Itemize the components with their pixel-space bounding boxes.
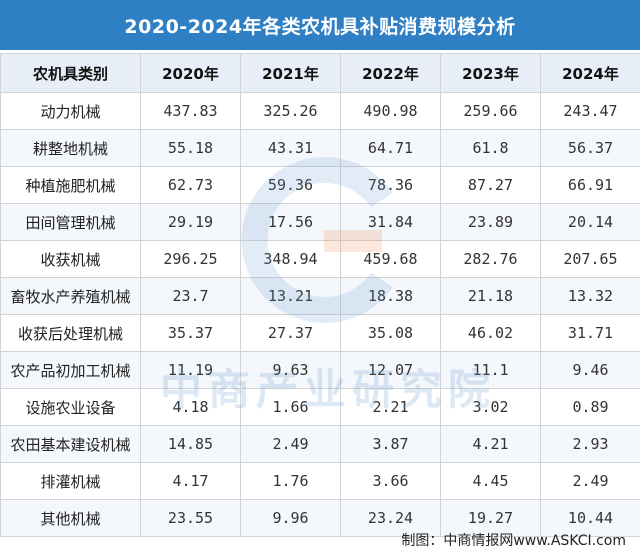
column-header-2023: 2023年 — [440, 53, 541, 93]
table-cell: 4.17 — [140, 462, 241, 500]
table-cell: 259.66 — [440, 92, 541, 130]
row-category: 设施农业设备 — [0, 388, 141, 426]
table-cell: 11.19 — [140, 351, 241, 389]
table-cell: 18.38 — [340, 277, 441, 315]
table-cell: 490.98 — [340, 92, 441, 130]
row-category: 动力机械 — [0, 92, 141, 130]
table-cell: 243.47 — [540, 92, 640, 130]
table-cell: 3.02 — [440, 388, 541, 426]
table-cell: 207.65 — [540, 240, 640, 278]
table-cell: 13.32 — [540, 277, 640, 315]
table-cell: 348.94 — [240, 240, 341, 278]
table-cell: 46.02 — [440, 314, 541, 352]
column-header-2022: 2022年 — [340, 53, 441, 93]
table-cell: 1.66 — [240, 388, 341, 426]
table-cell: 19.27 — [440, 499, 541, 537]
table-cell: 282.76 — [440, 240, 541, 278]
table-cell: 1.76 — [240, 462, 341, 500]
table-cell: 10.44 — [540, 499, 640, 537]
table-cell: 23.89 — [440, 203, 541, 241]
table-cell: 11.1 — [440, 351, 541, 389]
table-cell: 64.71 — [340, 129, 441, 167]
table-cell: 3.87 — [340, 425, 441, 463]
table-cell: 61.8 — [440, 129, 541, 167]
row-category: 畜牧水产养殖机械 — [0, 277, 141, 315]
table-row: 耕整地机械 55.18 43.31 64.71 61.8 56.37 — [0, 129, 640, 167]
row-category: 收获机械 — [0, 240, 141, 278]
table-row: 收获机械 296.25 348.94 459.68 282.76 207.65 — [0, 240, 640, 278]
table-cell: 459.68 — [340, 240, 441, 278]
table-cell: 4.45 — [440, 462, 541, 500]
table-row: 收获后处理机械 35.37 27.37 35.08 46.02 31.71 — [0, 314, 640, 352]
table-row: 农产品初加工机械 11.19 9.63 12.07 11.1 9.46 — [0, 351, 640, 389]
table-cell: 87.27 — [440, 166, 541, 204]
table-cell: 29.19 — [140, 203, 241, 241]
table-cell: 2.93 — [540, 425, 640, 463]
table-cell: 21.18 — [440, 277, 541, 315]
table-cell: 78.36 — [340, 166, 441, 204]
table-cell: 2.49 — [240, 425, 341, 463]
row-category: 排灌机械 — [0, 462, 141, 500]
table-row: 田间管理机械 29.19 17.56 31.84 23.89 20.14 — [0, 203, 640, 241]
table-cell: 31.84 — [340, 203, 441, 241]
row-category: 其他机械 — [0, 499, 141, 537]
table-cell: 296.25 — [140, 240, 241, 278]
table-cell: 2.21 — [340, 388, 441, 426]
chart-title: 2020-2024年各类农机具补贴消费规模分析 — [0, 0, 640, 50]
table-cell: 12.07 — [340, 351, 441, 389]
table-row: 动力机械 437.83 325.26 490.98 259.66 243.47 — [0, 92, 640, 130]
data-table: 农机具类别 2020年 2021年 2022年 2023年 2024年 动力机械… — [0, 53, 640, 537]
table-cell: 35.37 — [140, 314, 241, 352]
table-cell: 13.21 — [240, 277, 341, 315]
row-category: 种植施肥机械 — [0, 166, 141, 204]
table-cell: 2.49 — [540, 462, 640, 500]
table-cell: 4.18 — [140, 388, 241, 426]
table-cell: 23.55 — [140, 499, 241, 537]
table-row: 畜牧水产养殖机械 23.7 13.21 18.38 21.18 13.32 — [0, 277, 640, 315]
table-cell: 27.37 — [240, 314, 341, 352]
table-cell: 17.56 — [240, 203, 341, 241]
table-cell: 59.36 — [240, 166, 341, 204]
table-cell: 20.14 — [540, 203, 640, 241]
column-header-category: 农机具类别 — [0, 53, 141, 93]
table-cell: 43.31 — [240, 129, 341, 167]
table-cell: 3.66 — [340, 462, 441, 500]
table-cell: 9.63 — [240, 351, 341, 389]
table-row: 排灌机械 4.17 1.76 3.66 4.45 2.49 — [0, 462, 640, 500]
table-cell: 66.91 — [540, 166, 640, 204]
table-cell: 9.96 — [240, 499, 341, 537]
column-header-2021: 2021年 — [240, 53, 341, 93]
row-category: 收获后处理机械 — [0, 314, 141, 352]
column-header-2024: 2024年 — [540, 53, 640, 93]
table-cell: 23.24 — [340, 499, 441, 537]
row-category: 田间管理机械 — [0, 203, 141, 241]
table-cell: 55.18 — [140, 129, 241, 167]
table-row: 其他机械 23.55 9.96 23.24 19.27 10.44 — [0, 499, 640, 537]
table-row: 种植施肥机械 62.73 59.36 78.36 87.27 66.91 — [0, 166, 640, 204]
table-cell: 9.46 — [540, 351, 640, 389]
table-cell: 31.71 — [540, 314, 640, 352]
source-note: 制图：中商情报网www.ASKCI.com — [401, 533, 626, 549]
table-cell: 56.37 — [540, 129, 640, 167]
table-cell: 14.85 — [140, 425, 241, 463]
header-row: 农机具类别 2020年 2021年 2022年 2023年 2024年 — [0, 53, 640, 93]
table-row: 设施农业设备 4.18 1.66 2.21 3.02 0.89 — [0, 388, 640, 426]
table-cell: 437.83 — [140, 92, 241, 130]
row-category: 耕整地机械 — [0, 129, 141, 167]
table-cell: 23.7 — [140, 277, 241, 315]
row-category: 农田基本建设机械 — [0, 425, 141, 463]
table-cell: 4.21 — [440, 425, 541, 463]
table-cell: 0.89 — [540, 388, 640, 426]
table-cell: 325.26 — [240, 92, 341, 130]
table-row: 农田基本建设机械 14.85 2.49 3.87 4.21 2.93 — [0, 425, 640, 463]
column-header-2020: 2020年 — [140, 53, 241, 93]
table-cell: 35.08 — [340, 314, 441, 352]
table-cell: 62.73 — [140, 166, 241, 204]
row-category: 农产品初加工机械 — [0, 351, 141, 389]
